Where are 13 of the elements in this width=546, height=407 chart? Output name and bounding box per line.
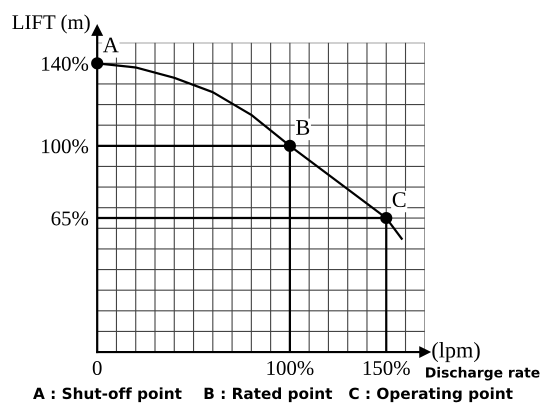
y-tick-label: 100% <box>42 139 88 154</box>
x-tick-label: 150% <box>364 360 410 376</box>
y-tick-label: 140% <box>42 56 88 71</box>
x-tick-label: 100% <box>267 360 314 376</box>
y-tick-label: 65% <box>52 211 88 226</box>
x-axis-title: (lpm) <box>432 342 480 362</box>
x-tick-label: 0 <box>92 360 102 376</box>
annotation: C <box>392 192 406 208</box>
annotation: A <box>102 38 119 52</box>
text: A : Shut-off point B : Rated point C : Operating point <box>33 387 513 402</box>
annotation: B <box>296 120 310 135</box>
text: Discharge rate <box>426 366 540 380</box>
y-axis-title: LIFT (m) <box>12 14 90 34</box>
